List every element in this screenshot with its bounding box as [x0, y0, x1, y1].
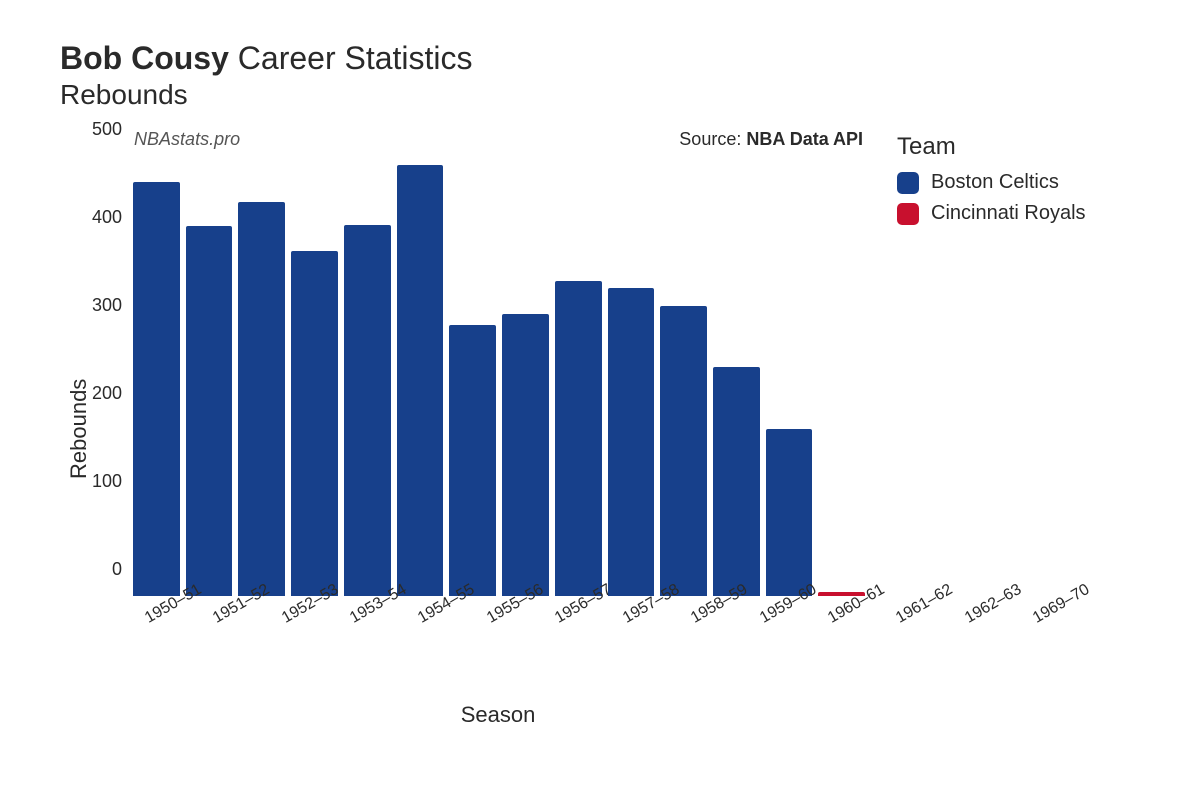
bar — [766, 429, 813, 596]
bar — [449, 325, 496, 596]
x-axis-label: Season — [128, 702, 868, 728]
chart-container: Bob Cousy Career Statistics Rebounds Reb… — [0, 0, 1200, 800]
bar — [133, 182, 180, 596]
plot-area — [128, 156, 869, 596]
x-tick: 1962–63 — [962, 581, 1046, 664]
chart-subtitle: Rebounds — [60, 79, 1140, 111]
legend-title: Team — [897, 133, 1086, 161]
chart-title: Bob Cousy Career Statistics — [60, 40, 1140, 77]
legend: Team Boston Celtics Cincinnati Royals — [897, 133, 1086, 233]
y-axis-label: Rebounds — [60, 209, 92, 649]
legend-swatch — [897, 203, 919, 225]
site-credit: NBAstats.pro — [134, 129, 240, 150]
x-axis-ticks: 1950–511951–521952–531953–541954–551955–… — [128, 596, 868, 662]
title-light: Career Statistics — [238, 40, 473, 76]
legend-label: Cincinnati Royals — [931, 202, 1086, 225]
legend-swatch — [897, 172, 919, 194]
x-tick: 1961–62 — [893, 581, 977, 664]
bar — [660, 306, 707, 596]
attribution-row: NBAstats.pro Source: NBA Data API — [128, 129, 869, 150]
bar — [291, 251, 338, 596]
y-axis-ticks: 5004003002001000 — [92, 129, 128, 569]
bar — [344, 225, 391, 596]
bar — [186, 226, 233, 596]
bar — [713, 367, 760, 596]
legend-item: Cincinnati Royals — [897, 202, 1086, 225]
bar — [397, 165, 444, 596]
title-bold: Bob Cousy — [60, 40, 229, 76]
legend-label: Boston Celtics — [931, 171, 1059, 194]
bar — [555, 281, 602, 596]
x-tick: 1969–70 — [1030, 581, 1114, 664]
bar — [608, 288, 655, 596]
legend-item: Boston Celtics — [897, 171, 1086, 194]
bar — [238, 202, 285, 596]
bar — [502, 314, 549, 596]
source-credit: Source: NBA Data API — [679, 129, 863, 150]
bars-group — [129, 156, 869, 596]
